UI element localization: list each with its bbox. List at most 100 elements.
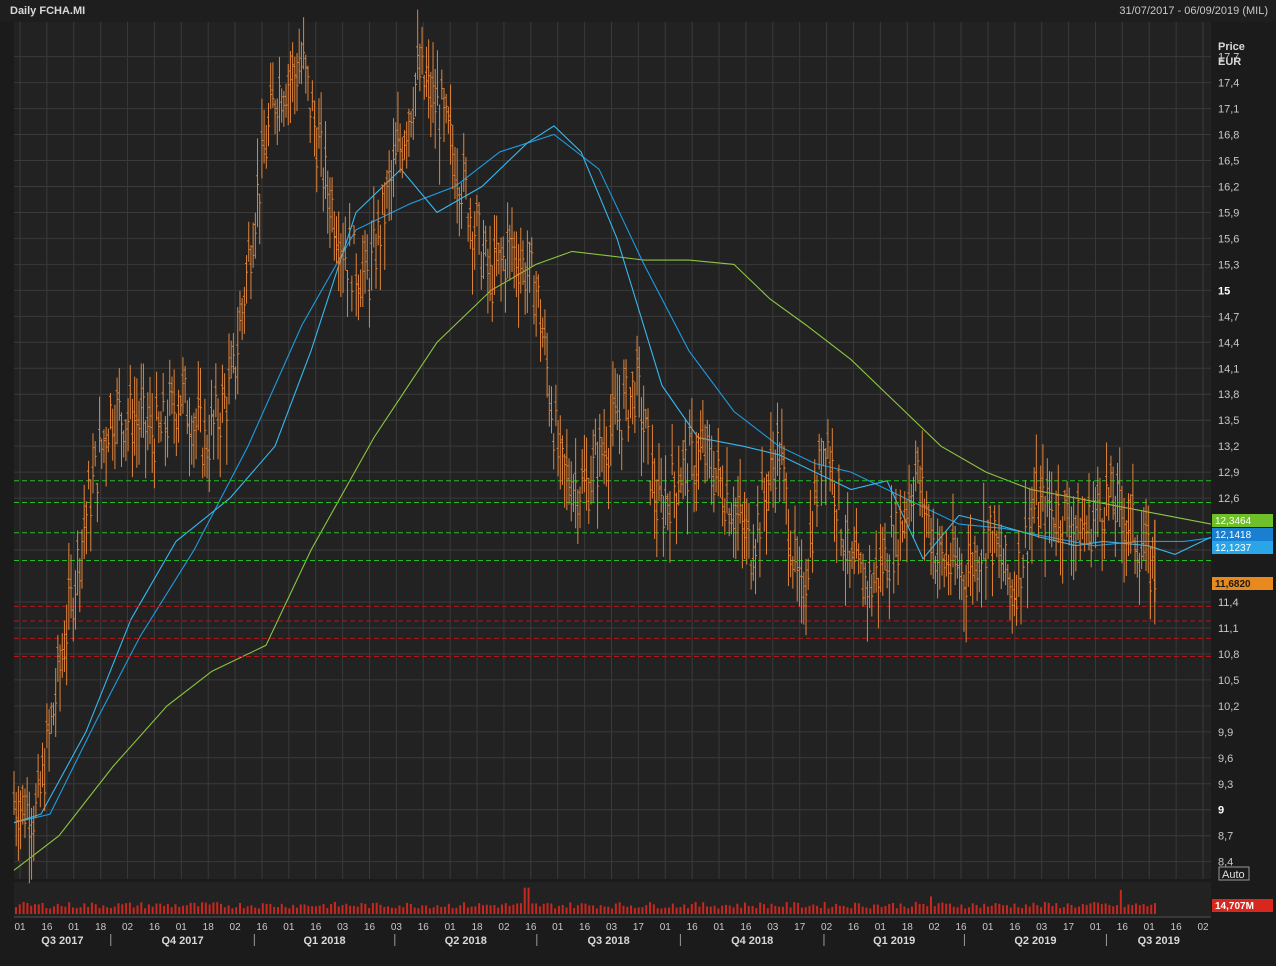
y-tick-label: 17,4 — [1218, 78, 1239, 90]
ma-short-badge-bg — [1212, 541, 1273, 554]
y-tick-label: 17,7 — [1218, 52, 1239, 64]
x-day-tick-label: 03 — [1036, 922, 1048, 933]
ma-short-value-badge: 12,1237 — [1215, 543, 1252, 554]
x-day-tick-label: 16 — [848, 922, 860, 933]
x-day-tick-label: 01 — [660, 922, 672, 933]
y-axis-label-currency: EUR — [1218, 56, 1241, 68]
x-day-tick-label: 16 — [955, 922, 967, 933]
moving-average-long — [13, 250, 1212, 871]
x-day-tick-label: 02 — [1197, 922, 1209, 933]
y-tick-label: 11,1 — [1218, 623, 1239, 635]
x-quarter-label: Q3 2017 — [41, 935, 83, 947]
x-day-tick-label: 18 — [902, 922, 914, 933]
ma-long-line — [13, 250, 1212, 871]
x-day-tick-label: 01 — [1090, 922, 1102, 933]
y-tick-label: 9 — [1218, 805, 1224, 817]
y-tick-label: 15,6 — [1218, 233, 1239, 245]
x-day-tick-label: 01 — [713, 922, 725, 933]
x-day-tick-label: 16 — [256, 922, 268, 933]
price-badge-bg — [1212, 577, 1273, 590]
y-tick-label: 11,4 — [1218, 597, 1239, 609]
y-tick-label: 10,8 — [1218, 649, 1239, 661]
y-tick-label: 16,8 — [1218, 130, 1239, 142]
y-tick-label: 13,8 — [1218, 389, 1239, 401]
x-quarter-label: Q3 2019 — [1138, 935, 1180, 947]
x-day-tick-label: 01 — [14, 922, 26, 933]
auto-scale-button[interactable] — [1218, 866, 1250, 881]
x-day-tick-label: 03 — [606, 922, 618, 933]
auto-scale-label: Auto — [1222, 869, 1245, 881]
x-day-tick-label: 01 — [1144, 922, 1156, 933]
volume-bars — [15, 887, 1156, 914]
moving-average-short — [13, 125, 1212, 824]
y-tick-label: 12,6 — [1218, 493, 1239, 505]
y-tick-label: 14,4 — [1218, 337, 1239, 349]
x-day-tick-label: 02 — [230, 922, 242, 933]
last-price-badge: 11,6820 — [1215, 579, 1251, 590]
x-day-tick-label: 16 — [687, 922, 699, 933]
x-day-tick-label: 01 — [176, 922, 188, 933]
y-axis: Price EUR 17,7 17,4 17,1 16,8 16,5 16,2 15,9 15… — [1218, 41, 1245, 869]
x-day-tick-label: 17 — [794, 922, 806, 933]
x-quarter-label: Q2 2019 — [1014, 935, 1056, 947]
price-bars — [12, 9, 1157, 884]
x-day-tick-label: 16 — [41, 922, 53, 933]
x-day-tick-label: 01 — [68, 922, 80, 933]
x-day-tick-label: 16 — [418, 922, 430, 933]
x-day-tick-label: 16 — [525, 922, 537, 933]
y-tick-label: 14,1 — [1218, 363, 1239, 375]
x-quarter-label: Q1 2018 — [303, 935, 345, 947]
x-axis: 01 16 01 18 02 16 01 18 02 16 01 16 03 16 03 16 01 18 02 16… — [14, 916, 1211, 947]
x-day-tick-label: 03 — [391, 922, 403, 933]
x-day-tick-label: 16 — [364, 922, 376, 933]
x-day-tick-label: 18 — [472, 922, 484, 933]
ma-mid-badge-bg — [1212, 528, 1273, 541]
ma-mid-value-badge: 12,1418 — [1215, 530, 1252, 541]
ma-short-line — [13, 125, 1212, 824]
chart-title: Daily FCHA.MI — [10, 5, 86, 17]
x-day-tick-label: 16 — [1117, 922, 1129, 933]
x-day-tick-label: 16 — [1171, 922, 1183, 933]
y-tick-label: 10,2 — [1218, 701, 1239, 713]
x-day-tick-label: 16 — [149, 922, 161, 933]
x-quarter-label: Q3 2018 — [587, 935, 629, 947]
volume-value-badge: 14,707M — [1215, 901, 1254, 912]
x-day-tick-label: 01 — [445, 922, 457, 933]
x-quarter-label: Q4 2018 — [731, 935, 773, 947]
title-bar: Daily FCHA.MI 31/07/2017 - 06/09/2019 (M… — [0, 0, 1276, 22]
x-day-tick-label: 02 — [498, 922, 510, 933]
x-day-tick-label: 02 — [122, 922, 134, 933]
grid — [14, 22, 1211, 879]
ma-long-badge-bg — [1212, 514, 1273, 527]
y-tick-label: 12,9 — [1218, 467, 1239, 479]
y-tick-label: 15 — [1218, 285, 1230, 297]
value-badges: 12,3464 12,1418 12,1237 11,6820 Auto 14,… — [1212, 514, 1273, 912]
y-tick-label: 17,1 — [1218, 104, 1239, 116]
ma-long-value-badge: 12,3464 — [1215, 516, 1252, 527]
x-day-tick-label: 02 — [929, 922, 941, 933]
y-tick-label: 13,5 — [1218, 415, 1239, 427]
x-day-tick-label: 01 — [875, 922, 887, 933]
x-day-tick-label: 16 — [579, 922, 591, 933]
y-tick-label: 15,9 — [1218, 207, 1239, 219]
y-tick-label: 13,2 — [1218, 441, 1239, 453]
y-tick-label: 16,5 — [1218, 156, 1239, 168]
x-day-tick-label: 16 — [310, 922, 322, 933]
y-tick-label: 9,3 — [1218, 779, 1233, 791]
y-tick-label: 14,7 — [1218, 311, 1239, 323]
x-day-tick-label: 17 — [1063, 922, 1075, 933]
x-day-tick-label: 03 — [337, 922, 349, 933]
x-day-tick-label: 01 — [552, 922, 564, 933]
x-day-tick-label: 02 — [821, 922, 833, 933]
x-day-tick-label: 18 — [203, 922, 215, 933]
volume-badge-bg — [1212, 899, 1273, 912]
x-quarter-label: Q4 2017 — [161, 935, 203, 947]
y-tick-label: 15,3 — [1218, 259, 1239, 271]
y-tick-label: 9,9 — [1218, 727, 1233, 739]
y-axis-label-price: Price — [1218, 41, 1245, 53]
x-day-tick-label: 18 — [95, 922, 107, 933]
date-range: 31/07/2017 - 06/09/2019 (MIL) — [1119, 5, 1268, 17]
x-day-tick-label: 03 — [767, 922, 779, 933]
